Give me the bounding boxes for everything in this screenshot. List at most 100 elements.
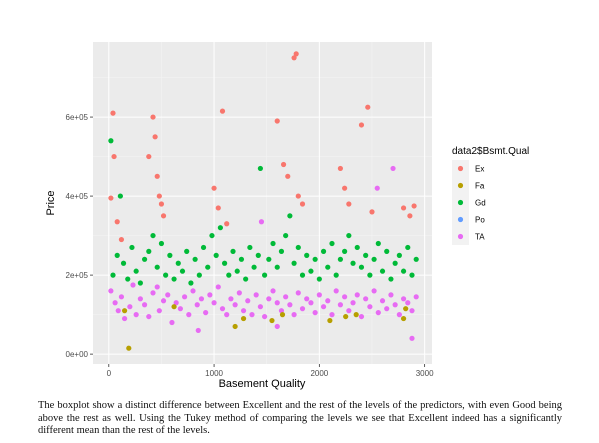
data-point-ta (236, 290, 242, 296)
data-point-ta (211, 300, 217, 306)
data-point-ex (407, 213, 413, 219)
data-point-gd (354, 244, 360, 251)
data-point-ta (228, 296, 234, 302)
data-point-ex (299, 201, 306, 207)
data-point-gd (262, 272, 268, 278)
data-point-gd (213, 252, 219, 258)
data-point-ex (108, 195, 114, 201)
data-point-gd (150, 232, 156, 239)
data-point-ex (293, 51, 299, 57)
data-point-gd (226, 272, 232, 278)
data-point-gd (405, 244, 411, 251)
data-point-gd (396, 252, 402, 258)
data-point-gd (108, 138, 114, 144)
data-point-ta (173, 300, 179, 306)
data-point-ex (346, 201, 352, 207)
data-point-ex (365, 104, 371, 110)
data-point-ex (152, 134, 158, 140)
data-point-gd (146, 248, 152, 254)
data-point-ex (111, 153, 117, 160)
data-point-ta (240, 308, 247, 314)
data-point-ta (169, 319, 175, 326)
data-point-gd (179, 268, 186, 274)
data-point-ta (354, 292, 360, 298)
data-point-ta (350, 300, 356, 306)
data-point-ta (108, 288, 114, 294)
data-point-ta (320, 304, 327, 310)
data-point-ta (287, 302, 293, 308)
legend-key-ex-marker (457, 165, 464, 172)
data-point-ta (141, 302, 148, 308)
data-point-gd (230, 248, 236, 254)
data-point-ta (295, 290, 301, 296)
data-point-ta (308, 300, 314, 306)
data-point-gd (196, 272, 202, 278)
legend-key-fa-marker (457, 182, 464, 189)
data-point-ex (215, 205, 221, 211)
data-point-ta (325, 298, 331, 304)
data-point-ta (333, 288, 339, 294)
data-point-ta (304, 296, 310, 302)
data-point-gd (175, 260, 181, 266)
data-point-fa (126, 345, 132, 351)
data-point-ta (156, 308, 162, 314)
data-point-gd (167, 252, 173, 258)
data-point-gd (379, 268, 386, 274)
data-point-ex (156, 193, 162, 199)
data-point-ex (110, 110, 116, 116)
data-point-ta (274, 323, 280, 330)
data-point-gd (409, 272, 415, 278)
data-point-ta (194, 302, 200, 308)
data-point-gd (367, 272, 373, 278)
major-gridlines (93, 42, 432, 364)
data-point-ex (369, 209, 375, 215)
data-point-ta (186, 312, 192, 318)
data-point-ta (137, 296, 143, 302)
data-point-gd (257, 165, 263, 172)
data-point-ta (177, 306, 183, 312)
data-point-gd (316, 276, 322, 282)
data-point-ta (379, 298, 386, 304)
legend-key-po-marker (457, 216, 464, 223)
x-tick-label: 3000 (416, 369, 434, 378)
data-point-gd (342, 248, 348, 254)
data-point-ta (342, 294, 348, 300)
data-point-ta (195, 327, 201, 334)
data-point-gd (247, 244, 253, 251)
data-point-gd (308, 268, 314, 274)
data-point-ta (274, 300, 280, 306)
data-point-gd (371, 256, 377, 262)
data-point-gd (375, 240, 381, 247)
data-point-ta (270, 288, 276, 294)
data-point-ex (342, 185, 348, 191)
data-point-gd (413, 256, 419, 262)
data-point-ta (121, 315, 128, 322)
data-point-ta (232, 302, 238, 308)
data-point-gd (333, 272, 339, 278)
data-point-ta (316, 292, 322, 298)
data-point-ta (150, 290, 156, 296)
data-point-ex (118, 236, 125, 243)
data-point-ta (405, 300, 411, 306)
data-point-ta (258, 219, 265, 225)
data-point-ex (146, 153, 152, 160)
legend-label: TA (475, 233, 485, 242)
data-point-gd (141, 256, 148, 262)
data-point-ta (146, 313, 152, 320)
data-point-fa (171, 304, 177, 310)
data-point-ta (266, 296, 272, 302)
data-point-ex (211, 185, 217, 191)
data-point-ta (409, 308, 415, 314)
data-point-ta (396, 312, 402, 318)
data-point-ta (215, 284, 221, 290)
data-point-gd (320, 248, 327, 254)
x-tick-label: 0 (107, 369, 112, 378)
data-point-ta (358, 313, 365, 320)
data-point-ta (115, 308, 121, 314)
data-point-gd (221, 260, 228, 266)
data-point-ta (400, 296, 407, 302)
data-point-gd (274, 264, 280, 270)
data-point-ta (219, 306, 226, 312)
data-point-ta (367, 304, 373, 310)
data-point-gd (312, 256, 318, 262)
